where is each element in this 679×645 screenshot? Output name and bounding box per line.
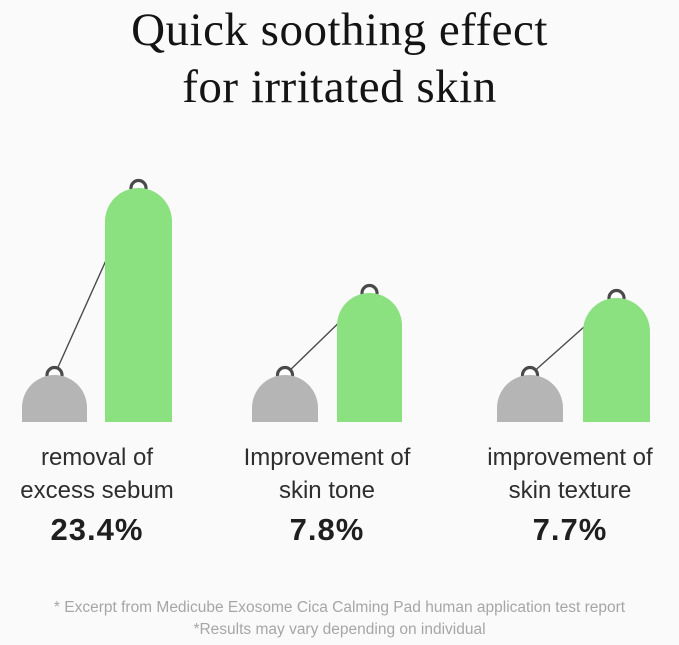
category-label-line-2: skin texture [508,477,632,504]
bar-before-1 [252,375,318,422]
improvement-percent: 7.8% [289,512,365,547]
category-label-line-1: improvement of [487,444,653,471]
improvement-percent: 23.4% [50,512,144,547]
footnote-source: * Excerpt from Medicube Exosome Cica Cal… [53,599,626,616]
chart-title-line-1: Quick soothing effect [131,4,548,56]
bar-after-1 [337,293,402,422]
chart-title: Quick soothing effect for irritated skin [0,2,679,116]
chart-title-line-2: for irritated skin [182,61,497,113]
bar-before-2 [497,375,563,422]
improvement-percent: 7.7% [532,512,608,547]
category-label-line-2: skin tone [278,477,376,504]
category-label-line-1: Improvement of [243,444,411,471]
category-label-line-2: excess sebum [20,477,174,504]
footnotes: * Excerpt from Medicube Exosome Cica Cal… [0,597,679,641]
bar-before-0 [22,375,87,422]
category-label-sebum: removal of excess sebum 23.4% [0,441,217,546]
bar-after-0 [105,188,172,422]
category-label-line-1: removal of [40,444,154,471]
category-label-skin-texture: improvement of skin texture 7.7% [450,441,679,546]
category-label-skin-tone: Improvement of skin tone 7.8% [207,441,447,546]
footnote-disclaimer: *Results may vary depending on individua… [193,621,486,638]
bar-after-2 [583,298,650,422]
